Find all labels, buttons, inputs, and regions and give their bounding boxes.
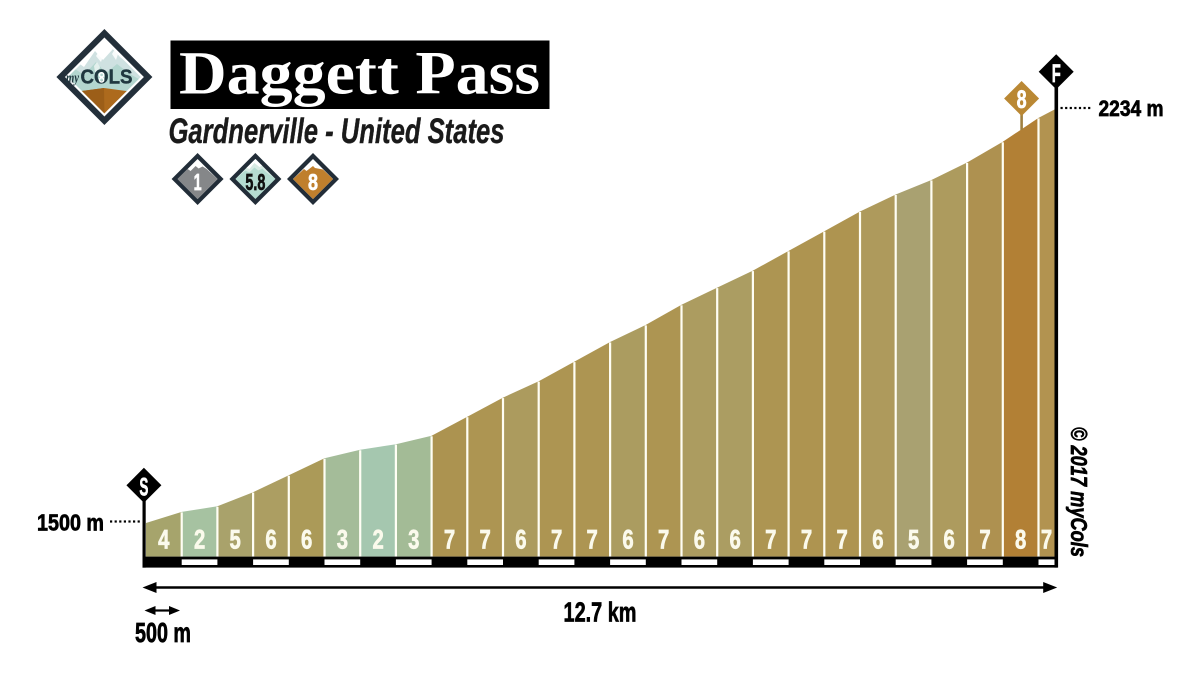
svg-text:1: 1 [194, 169, 202, 195]
svg-text:© 2017 myCols: © 2017 myCols [1066, 427, 1092, 557]
svg-text:6: 6 [515, 525, 526, 555]
svg-text:8: 8 [1015, 525, 1026, 555]
svg-text:5.8: 5.8 [245, 169, 265, 195]
svg-text:7: 7 [479, 525, 490, 555]
svg-text:7: 7 [444, 525, 455, 555]
svg-text:S: S [139, 474, 148, 502]
svg-text:COLS: COLS [81, 67, 133, 89]
svg-text:12.7 km: 12.7 km [564, 597, 637, 628]
svg-text:5: 5 [908, 525, 919, 555]
svg-text:5: 5 [230, 525, 241, 555]
svg-text:7: 7 [551, 525, 562, 555]
svg-text:7: 7 [1041, 525, 1052, 555]
svg-text:6: 6 [694, 525, 705, 555]
svg-text:7: 7 [658, 525, 669, 555]
svg-text:7: 7 [587, 525, 598, 555]
svg-text:7: 7 [837, 525, 848, 555]
svg-text:3: 3 [408, 525, 419, 555]
svg-text:6: 6 [622, 525, 633, 555]
svg-text:6: 6 [265, 525, 276, 555]
svg-text:3: 3 [337, 525, 348, 555]
svg-text:6: 6 [301, 525, 312, 555]
svg-text:8: 8 [308, 169, 318, 195]
svg-text:8: 8 [1017, 86, 1027, 114]
svg-text:Gardnerville - United States: Gardnerville - United States [169, 112, 505, 151]
svg-text:7: 7 [801, 525, 812, 555]
svg-text:2234 m: 2234 m [1099, 96, 1164, 121]
svg-text:1500 m: 1500 m [37, 510, 104, 536]
svg-text:7: 7 [979, 525, 990, 555]
svg-text:Daggett Pass: Daggett Pass [179, 41, 540, 108]
svg-text:4: 4 [158, 525, 169, 555]
svg-text:2: 2 [372, 525, 383, 555]
svg-text:6: 6 [944, 525, 955, 555]
svg-text:500 m: 500 m [135, 617, 191, 648]
svg-text:2: 2 [194, 525, 205, 555]
svg-text:7: 7 [765, 525, 776, 555]
svg-text:6: 6 [729, 525, 740, 555]
svg-text:my: my [66, 71, 79, 87]
svg-text:F: F [1052, 60, 1061, 88]
svg-text:6: 6 [872, 525, 883, 555]
